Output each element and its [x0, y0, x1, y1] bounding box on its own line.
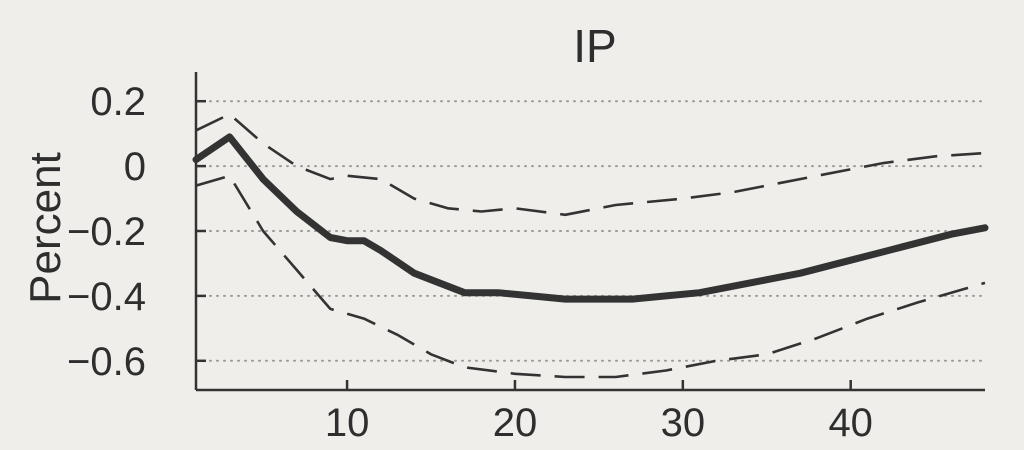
series — [192, 112, 989, 379]
y-tick-label: −0.6 — [67, 340, 146, 384]
x-tick-label: 10 — [325, 401, 370, 445]
y-tick-label: 0.2 — [90, 80, 146, 124]
grid-lines — [195, 100, 986, 362]
lower-band-line — [195, 174, 986, 379]
y-tick-label: −0.2 — [67, 210, 146, 254]
y-tick-label: −0.4 — [67, 275, 146, 319]
chart-title: IP — [573, 20, 616, 72]
upper-band-line — [195, 112, 986, 217]
impulse-response-line — [192, 133, 989, 303]
y-axis-title: Percent — [21, 152, 70, 304]
ticks: 0.2 0 −0.2 −0.4 −0.6 10 20 30 40 — [67, 80, 873, 445]
y-tick-label: 0 — [124, 145, 146, 189]
x-tick-label: 40 — [828, 401, 873, 445]
x-tick-label: 30 — [661, 401, 706, 445]
x-tick-label: 20 — [493, 401, 538, 445]
